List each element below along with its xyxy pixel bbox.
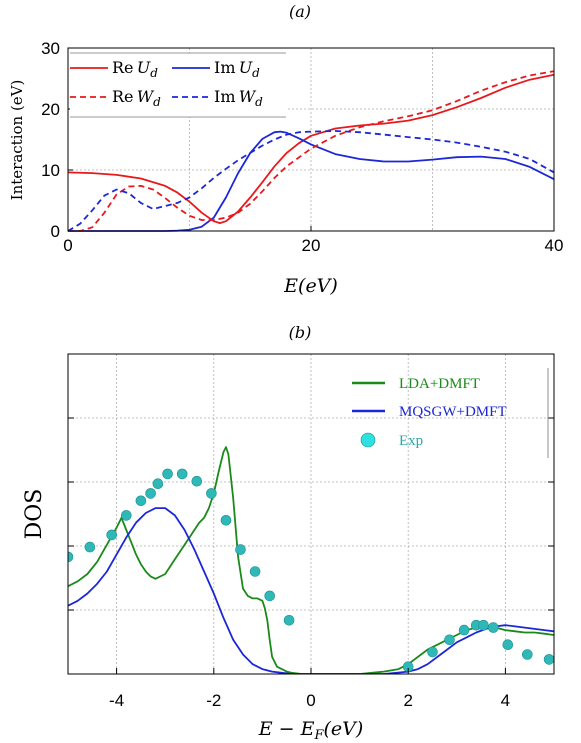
exp-point [444, 634, 455, 646]
legend-exp-label: Exp [399, 433, 423, 449]
exp-point [176, 468, 188, 480]
exp-point [264, 590, 276, 602]
x-tick-label: 2 [403, 691, 412, 710]
x-tick-label: -4 [109, 691, 124, 710]
exp-point [191, 475, 203, 487]
panel-a-label: (a) [289, 2, 311, 21]
panel-b-xlabel: E − EF(eV) [258, 718, 364, 743]
x-tick-label: 20 [302, 236, 321, 255]
panel-b-ticks: -4 -2 0 2 4 [68, 417, 554, 710]
exp-point [162, 468, 173, 480]
panel-b-legend: LDA+DMFT MQSGW+DMFT Exp [352, 368, 549, 458]
legend-mqsgw-dmft-label: MQSGW+DMFT [399, 404, 507, 420]
panel-a-legend: Re Ud Im Ud Re Wd Im Wd [70, 52, 286, 118]
exp-point [283, 614, 295, 626]
y-tick-label: 30 [41, 39, 60, 58]
legend-lda-dmft-label: LDA+DMFT [399, 376, 480, 392]
legend-re-ud-label: Re Ud [112, 58, 158, 80]
panel-b-ylabel: DOS [22, 489, 47, 540]
panel-a-ticks: 0 20 40 0 10 20 30 [41, 39, 563, 255]
y-tick-label: 20 [41, 100, 60, 119]
panel-b-xlabel-unit: (eV) [323, 718, 363, 740]
panel-b-label: (b) [289, 323, 312, 342]
panel-b-xlabel-sub: F [313, 728, 324, 743]
exp-point [145, 488, 156, 499]
re-ud-line [67, 73, 555, 225]
panel-b-grid [68, 354, 554, 674]
exp-point [106, 529, 117, 541]
panel-b-series [68, 446, 554, 674]
legend-exp-swatch [360, 432, 376, 448]
x-tick-label: -2 [206, 691, 221, 710]
panel-a-series [67, 70, 555, 232]
exp-point [220, 514, 232, 526]
legend-im-ud-label: Im Ud [214, 58, 260, 80]
exp-point [249, 566, 261, 577]
exp-point [206, 488, 217, 499]
exp-point [478, 619, 489, 631]
im-ud-line [68, 130, 555, 232]
im-wd-line [67, 130, 555, 232]
exp-point [68, 551, 74, 563]
y-tick-label: 10 [41, 161, 60, 180]
legend-im-wd-label: Im Wd [214, 87, 263, 109]
legend-re-wd-label: Re Wd [112, 87, 161, 109]
panel-b-xlabel-main: E − E [258, 718, 315, 740]
x-tick-label: 40 [545, 236, 564, 255]
exp-point [502, 639, 514, 651]
exp-points [68, 468, 554, 673]
panel-a-xlabel: E(eV) [283, 275, 338, 297]
exp-point [152, 478, 164, 490]
exp-point [84, 541, 96, 553]
legend-background [70, 53, 286, 117]
x-tick-label: 0 [306, 691, 315, 710]
re-wd-line [68, 70, 555, 232]
x-tick-label: 0 [63, 236, 72, 255]
y-tick-label: 0 [51, 222, 60, 241]
panel-a-ylabel: Interaction (eV) [8, 80, 26, 201]
exp-point [121, 510, 132, 521]
exp-point [458, 624, 470, 636]
exp-point [235, 544, 246, 555]
exp-point [521, 649, 533, 660]
exp-point [427, 646, 438, 658]
exp-point [135, 495, 147, 507]
exp-point [487, 622, 499, 633]
exp-point [543, 654, 554, 665]
x-tick-label: 4 [501, 691, 510, 710]
